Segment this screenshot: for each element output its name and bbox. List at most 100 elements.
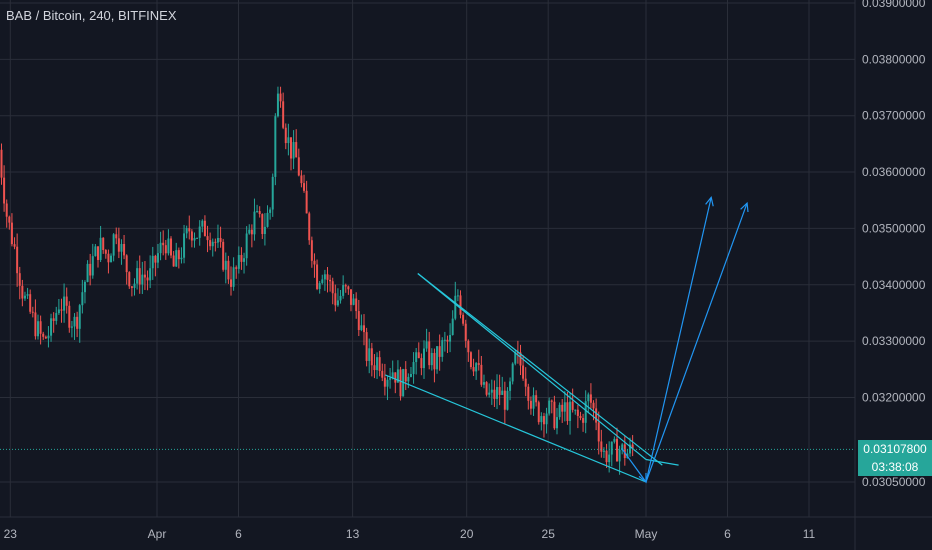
candle-body [65,296,68,306]
candle-body [545,413,548,425]
candle-body [368,348,371,361]
candle-body [78,305,81,329]
candle-body [308,213,311,241]
candle-body [522,365,525,379]
candle-body [149,268,152,281]
candle-body [456,295,459,297]
candle-body [154,255,157,263]
time-tick-label: Apr [148,527,167,541]
candle-body [196,237,199,239]
candle-body [569,401,572,421]
candle-body [563,402,566,412]
candle-body [574,409,577,411]
candle-body [420,358,423,369]
candle-body [454,295,457,319]
candle-body [514,352,517,364]
candle-body [190,231,193,241]
candle-body [177,250,180,260]
candle-body [151,255,154,269]
candle-body [576,409,579,416]
candle-body [13,244,16,247]
candle-body [511,363,514,382]
candle-body [467,340,470,353]
candle-body [256,211,259,213]
candle-body [271,176,274,210]
candle-body [365,332,368,361]
dip-arrow-head [638,473,647,484]
candle-body [595,408,598,423]
candle-body [258,211,261,215]
price-axis: 0.03050000 0.03200000 0.03300000 0.03400000… [862,0,926,489]
candle-body [203,220,206,237]
candle-body [248,229,251,234]
candle-body [357,311,360,330]
bar-countdown-tag: 03:38:08 [858,458,932,477]
candle-body [52,318,55,321]
candle-body [107,253,110,263]
last-price-tag: 0.03107800 [858,440,932,459]
candle-body [146,277,149,281]
candle-body [347,286,350,290]
candle-body [558,404,561,418]
candle-body [31,311,34,313]
price-tick-label: 0.03900000 [862,0,926,10]
candle-body [584,401,587,423]
candle-body [329,279,332,282]
candle-body [183,233,186,258]
candle-body [170,238,173,256]
candle-body [618,449,621,462]
candle-body [506,390,509,410]
candle-body [433,352,436,370]
time-axis: 23 Apr 6 13 20 25 May 6 11 [4,527,816,541]
candle-body [261,214,264,235]
candle-body [193,238,196,241]
candle-body [216,237,219,243]
candle-body [370,348,373,366]
candle-body [537,402,540,423]
candle-body [253,211,256,235]
candle-body [548,400,551,414]
candle-body [579,415,582,419]
candle-body [550,400,553,402]
candle-body [417,352,420,359]
channel-upper-line [417,273,647,460]
candle-body [104,249,107,254]
candle-body [334,293,337,306]
candle-body [396,369,399,383]
trendline-annotations [0,196,855,484]
candle-body [404,369,407,382]
candle-body [493,389,496,399]
candle-body [524,378,527,387]
candle-body [23,295,26,299]
candle-body [587,394,590,402]
candle-body [263,226,266,235]
candle-body [394,372,397,383]
candle-body [360,325,363,330]
candle-body [436,346,439,370]
candle-body [323,274,326,280]
candle-body [274,116,277,177]
candle-body [516,352,519,354]
candle-body [21,285,24,299]
projection-arrow-1-head [705,196,714,207]
projection-arrow-2 [645,202,748,483]
candle-body [615,438,618,462]
candle-body [70,326,73,328]
candle-body [245,233,248,259]
candle-body [50,318,53,336]
candle-body [566,402,569,421]
candle-body [89,263,92,276]
candle-body [459,295,462,315]
candle-body [83,281,86,293]
candle-body [342,285,345,296]
candle-body [376,357,379,371]
candle-body [441,340,444,357]
candle-body [141,274,144,285]
candle-body [68,305,71,328]
candle-body [237,255,240,269]
candle-body [556,417,559,429]
candle-body [339,295,342,301]
price-tick-label: 0.03600000 [862,165,926,179]
candle-body [352,298,355,305]
